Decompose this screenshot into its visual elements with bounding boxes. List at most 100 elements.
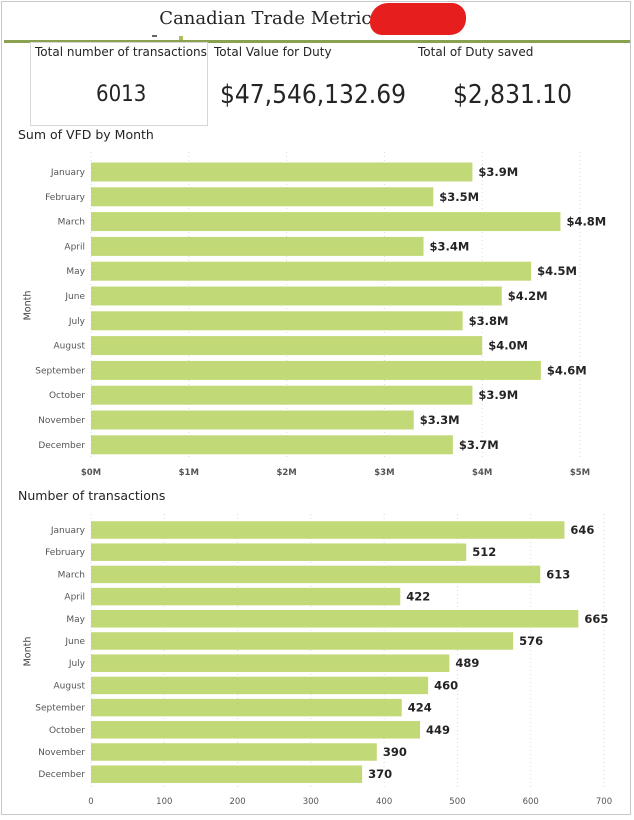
data-label: $3.5M [439,190,479,204]
category-label: August [54,342,86,352]
x-tick-label: $2M [276,468,296,478]
x-tick-label: $0M [81,468,101,478]
card-duty-saved-value: $2,831.10 [453,80,573,110]
x-tick-label: 200 [229,797,245,807]
x-tick-label: 400 [376,797,392,807]
card-vfd-value: $47,546,132.69 [220,80,406,110]
category-label: February [45,548,86,558]
bar[interactable] [91,654,450,672]
x-tick-label: 100 [156,797,172,807]
bar[interactable] [91,162,473,182]
bar[interactable] [91,236,424,256]
category-label: December [38,441,85,451]
data-label: $4.5M [537,264,577,278]
bar[interactable] [91,721,421,739]
data-label: $3.9M [478,165,518,179]
data-label: $3.3M [420,413,460,427]
bar[interactable] [91,565,541,584]
category-label: February [45,193,86,203]
category-label: November [38,748,85,758]
chart-vfd: $0M $1M $2M $3M $4M $5M January $3.9M February $3… [35,152,606,478]
bar[interactable] [91,410,414,430]
category-label: October [49,391,85,401]
x-tick-label: 700 [596,797,612,807]
card-transactions[interactable] [30,42,208,126]
category-label: September [35,366,85,376]
header-divider [4,40,630,43]
bar[interactable] [91,610,579,628]
bar[interactable] [91,311,463,331]
bar[interactable] [91,336,483,356]
data-label: 370 [368,767,392,781]
data-label: $3.9M [478,388,518,402]
bar[interactable] [91,521,565,539]
card-transactions-value: 6013 [96,82,147,107]
bar[interactable] [91,360,541,380]
card-duty-saved-label: Total of Duty saved [418,45,534,59]
data-label: $4.0M [488,339,528,353]
chart-transactions-title: Number of transactions [18,488,166,503]
data-label: 449 [426,723,450,737]
data-label: $4.2M [508,289,548,303]
category-label: April [64,242,85,252]
category-label: January [50,168,86,178]
category-label: May [66,267,85,277]
category-label: June [64,292,85,302]
bar[interactable] [91,543,467,561]
category-label: November [38,416,85,426]
category-label: July [68,659,86,669]
category-label: March [58,570,85,580]
data-label: $3.7M [459,438,499,452]
bar[interactable] [91,435,453,455]
bar[interactable] [91,765,363,783]
category-label: December [38,770,85,780]
data-label: 665 [584,612,608,626]
bar[interactable] [91,187,434,207]
category-label: June [64,637,85,647]
x-tick-label: $1M [179,468,199,478]
data-label: 646 [570,523,594,537]
data-label: $3.4M [430,239,470,253]
data-label: 576 [519,634,543,648]
bar[interactable] [91,385,473,405]
data-label: 489 [455,656,479,670]
bar[interactable] [91,587,401,606]
category-label: April [64,593,85,603]
data-label: 512 [472,545,496,559]
x-tick-label: 0 [88,797,93,807]
category-label: March [58,218,85,228]
data-label: 390 [383,745,407,759]
category-label: July [68,317,86,327]
x-tick-label: $4M [472,468,492,478]
bar[interactable] [91,743,377,761]
title-underline-mark [152,35,157,37]
bar[interactable] [91,261,532,281]
bar[interactable] [91,698,402,717]
data-label: $4.8M [566,215,606,229]
card-transactions-label: Total number of transactions [35,45,207,59]
x-tick-label: $3M [374,468,394,478]
card-vfd-label: Total Value for Duty [214,45,332,59]
x-tick-label: 500 [449,797,465,807]
data-label: $4.6M [547,363,587,377]
category-label: January [50,526,86,536]
data-label: $3.8M [469,314,509,328]
report-title: Canadian Trade Metrics [159,8,381,29]
x-tick-label: 600 [523,797,539,807]
chart-vfd-title: Sum of VFD by Month [18,127,154,142]
bar[interactable] [91,676,429,695]
category-label: August [54,681,86,691]
data-label: 422 [406,590,430,604]
bar[interactable] [91,286,502,306]
redaction-mark [370,3,466,35]
category-label: May [66,615,85,625]
category-label: September [35,704,85,714]
chart-transactions: 0 100 200 300 400 500 600 700 January 646 February… [35,514,612,807]
bar[interactable] [91,632,514,650]
data-label: 613 [546,567,570,581]
x-tick-label: $5M [570,468,590,478]
data-label: 460 [434,678,458,692]
category-label: October [49,726,85,736]
bar[interactable] [91,212,561,232]
